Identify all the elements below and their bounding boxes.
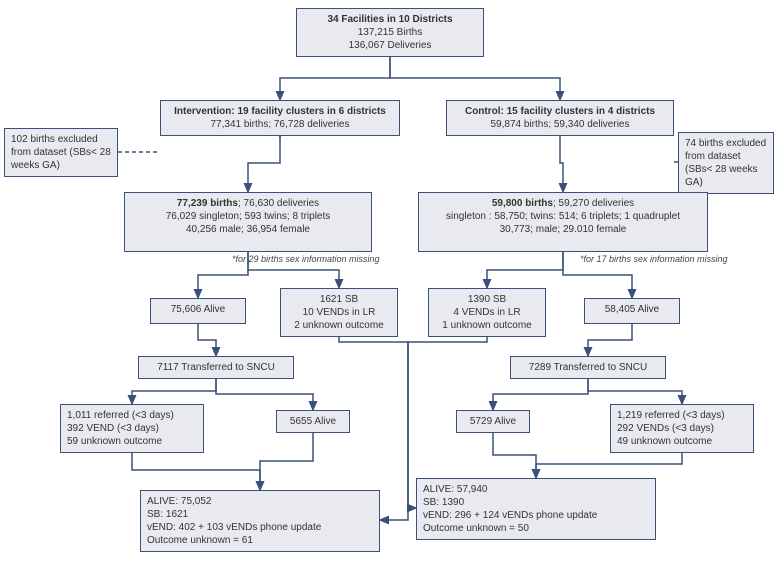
node-int_alive: 75,606 Alive — [150, 298, 246, 324]
node-line: ALIVE: 75,052 — [147, 495, 373, 508]
node-line: 59,800 births; 59,270 deliveries — [425, 197, 701, 210]
node-line: 30,773; male; 29.010 female — [425, 223, 701, 236]
note-int_note: *for 29 births sex information missing — [232, 254, 382, 264]
node-line: 77,341 births; 76,728 deliveries — [167, 118, 393, 131]
node-int_transfer: 7117 Transferred to SNCU — [138, 356, 294, 379]
node-line: 10 VENDs in LR — [287, 306, 391, 319]
node-ctl_alive2: 5729 Alive — [456, 410, 530, 433]
node-ctl_sb: 1390 SB4 VENDs in LR1 unknown outcome — [428, 288, 546, 337]
node-ctl_alive: 58,405 Alive — [584, 298, 680, 324]
node-line: ALIVE: 57,940 — [423, 483, 649, 496]
node-line: 392 VEND (<3 days) — [67, 422, 197, 435]
node-excl_left: 102 births excluded from dataset (SBs< 2… — [4, 128, 118, 177]
node-line: 1,011 referred (<3 days) — [67, 409, 197, 422]
node-line: 5729 Alive — [463, 415, 523, 428]
node-line: SB: 1621 — [147, 508, 373, 521]
node-line: singleton : 58,750; twins: 514; 6 triple… — [425, 210, 701, 223]
node-line: 2 unknown outcome — [287, 319, 391, 332]
node-line: 292 VENDs (<3 days) — [617, 422, 747, 435]
node-line: 1621 SB — [287, 293, 391, 306]
node-ctl_transfer: 7289 Transferred to SNCU — [510, 356, 666, 379]
node-line: 40,256 male; 36,954 female — [131, 223, 365, 236]
node-int_ref: 1,011 referred (<3 days)392 VEND (<3 day… — [60, 404, 204, 453]
node-line: 58,405 Alive — [591, 303, 673, 316]
node-line: SB: 1390 — [423, 496, 649, 509]
node-line: 7289 Transferred to SNCU — [517, 361, 659, 374]
node-line: vEND: 402 + 103 vENDs phone update — [147, 521, 373, 534]
node-line: 5655 Alive — [283, 415, 343, 428]
node-line: Outcome unknown = 61 — [147, 534, 373, 547]
node-line: Intervention: 19 facility clusters in 6 … — [167, 105, 393, 118]
node-line: 59,874 births; 59,340 deliveries — [453, 118, 667, 131]
node-int_outcome: ALIVE: 75,052SB: 1621vEND: 402 + 103 vEN… — [140, 490, 380, 552]
node-line: Outcome unknown = 50 — [423, 522, 649, 535]
node-control: Control: 15 facility clusters in 4 distr… — [446, 100, 674, 136]
node-line: Control: 15 facility clusters in 4 distr… — [453, 105, 667, 118]
node-line: 7117 Transferred to SNCU — [145, 361, 287, 374]
node-ctl_detail: 59,800 births; 59,270 deliveriessingleto… — [418, 192, 708, 252]
node-ctl_outcome: ALIVE: 57,940SB: 1390vEND: 296 + 124 vEN… — [416, 478, 656, 540]
node-line: 1390 SB — [435, 293, 539, 306]
node-line: 76,029 singleton; 593 twins; 8 triplets — [131, 210, 365, 223]
node-line: 59 unknown outcome — [67, 435, 197, 448]
node-int_alive2: 5655 Alive — [276, 410, 350, 433]
node-int_detail: 77,239 births; 76,630 deliveries76,029 s… — [124, 192, 372, 252]
node-line: vEND: 296 + 124 vENDs phone update — [423, 509, 649, 522]
node-line: 75,606 Alive — [157, 303, 239, 316]
node-line: 102 births excluded from dataset (SBs< 2… — [11, 133, 111, 172]
node-excl_right: 74 births excluded from dataset (SBs< 28… — [678, 132, 774, 194]
node-intervention: Intervention: 19 facility clusters in 6 … — [160, 100, 400, 136]
node-line: 77,239 births; 76,630 deliveries — [131, 197, 365, 210]
node-line: 34 Facilities in 10 Districts — [303, 13, 477, 26]
node-line: 1,219 referred (<3 days) — [617, 409, 747, 422]
note-ctl_note: *for 17 births sex information missing — [580, 254, 730, 264]
node-int_sb: 1621 SB10 VENDs in LR2 unknown outcome — [280, 288, 398, 337]
node-line: 136,067 Deliveries — [303, 39, 477, 52]
node-line: 137,215 Births — [303, 26, 477, 39]
node-line: 49 unknown outcome — [617, 435, 747, 448]
node-line: 1 unknown outcome — [435, 319, 539, 332]
node-root: 34 Facilities in 10 Districts137,215 Bir… — [296, 8, 484, 57]
node-ctl_ref: 1,219 referred (<3 days)292 VENDs (<3 da… — [610, 404, 754, 453]
node-line: 4 VENDs in LR — [435, 306, 539, 319]
node-line: 74 births excluded from dataset (SBs< 28… — [685, 137, 767, 189]
